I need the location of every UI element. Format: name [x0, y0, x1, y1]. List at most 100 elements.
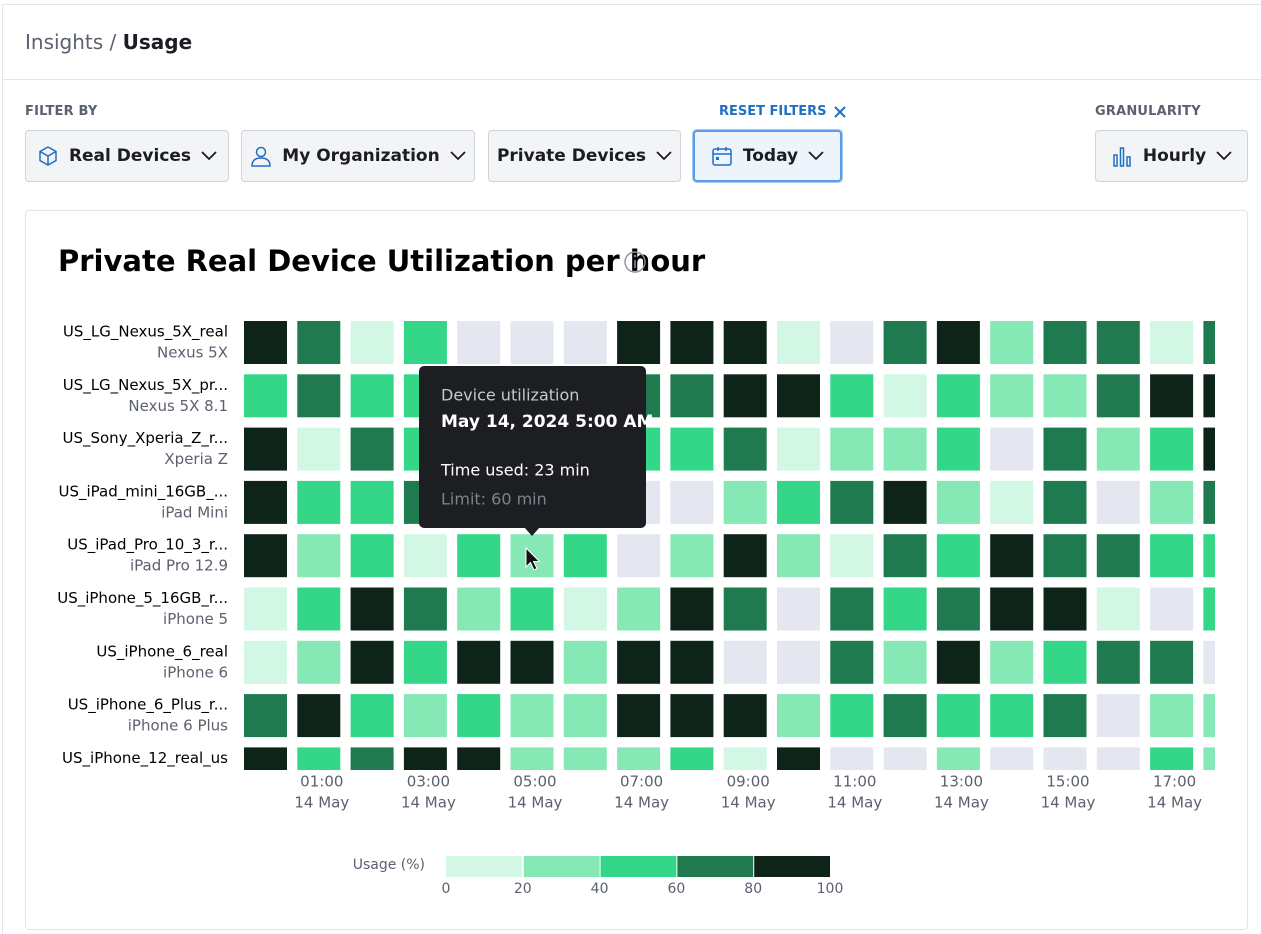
- heat-cell: [617, 640, 661, 684]
- heat-cell: [350, 534, 394, 578]
- heat-cell: [723, 534, 767, 578]
- empty-cell: [777, 640, 820, 684]
- chevron: [1216, 151, 1232, 161]
- heat-cell: [563, 694, 607, 738]
- heat-cell: [1096, 374, 1140, 418]
- chevron: [201, 151, 217, 161]
- tooltip-date: May 14, 2024 5:00 AM: [441, 412, 653, 432]
- heat-cell: [457, 587, 501, 631]
- dropdown-text[interactable]: Hourly: [1142, 146, 1207, 166]
- heat-cell: [297, 747, 341, 770]
- reset-filters[interactable]: RESET FILTERS: [719, 104, 847, 119]
- dropdown-text[interactable]: Real Devices: [68, 146, 192, 166]
- heat-cell: [990, 374, 1034, 418]
- heat-cell: [830, 374, 874, 418]
- dropdown-text[interactable]: Today: [742, 146, 799, 166]
- heat-cell: [1043, 694, 1087, 738]
- heat-cell: [777, 534, 820, 578]
- heat-cell: [830, 534, 874, 578]
- info-icon[interactable]: [624, 251, 646, 273]
- heat-cell: [1043, 427, 1087, 471]
- heat-cell: [1043, 534, 1087, 578]
- heat-cell: [830, 427, 874, 471]
- heat-cell: [297, 694, 341, 738]
- heat-cell: [1150, 747, 1194, 770]
- row-model: iPhone 6: [163, 663, 228, 681]
- heat-cell: [883, 321, 927, 364]
- legend-tick: 0: [442, 881, 451, 897]
- heat-cell: [936, 747, 980, 770]
- legend-tick: 20: [514, 881, 532, 897]
- x-tick-label: 13:00: [940, 773, 983, 791]
- heat-cell: [1150, 321, 1194, 364]
- heat-cell: [1150, 694, 1194, 738]
- dropdown[interactable]: Private Devices: [488, 130, 681, 182]
- heat-cell: [1150, 534, 1194, 578]
- legend-swatch: [754, 856, 830, 877]
- row-model: Nexus 5X 8.1: [128, 397, 228, 415]
- heat-cell: [1043, 640, 1087, 684]
- heat-cell: [777, 747, 820, 770]
- row-name: US_iPad_Pro_10_3_r...: [67, 536, 228, 555]
- dropdown[interactable]: My Organization: [241, 130, 475, 182]
- heat-cell: [403, 321, 447, 364]
- breadcrumb: Insights / Usage: [25, 30, 192, 54]
- x-tick-label: 03:00: [407, 773, 450, 791]
- heat-cell: [403, 694, 447, 738]
- heat-cell: [510, 694, 554, 738]
- heat-cell: [936, 321, 980, 364]
- heat-cell: [563, 587, 607, 631]
- x-tick-sublabel: 14 May: [827, 794, 882, 812]
- empty-cell: [1096, 747, 1140, 770]
- heat-cell: [1203, 747, 1215, 770]
- heat-cell: [297, 640, 341, 684]
- heat-cell: [723, 321, 767, 364]
- heat-cell: [670, 587, 714, 631]
- empty-cell: [830, 321, 874, 364]
- row-model: Nexus 5X: [157, 344, 228, 362]
- dropdown[interactable]: Hourly: [1095, 130, 1248, 182]
- heat-cell: [723, 747, 767, 770]
- dropdown-text[interactable]: My Organization: [282, 146, 440, 166]
- heat-cell: [297, 587, 341, 631]
- reset-text[interactable]: RESET FILTERS: [719, 104, 827, 119]
- person-icon: [251, 146, 272, 167]
- heat-cell: [723, 427, 767, 471]
- x-tick-label: 09:00: [727, 773, 770, 791]
- legend-title: Usage (%): [353, 857, 425, 873]
- x-tick-label: 01:00: [300, 773, 343, 791]
- heat-cell: [297, 480, 341, 524]
- heat-cell: [350, 321, 394, 364]
- heat-cell: [990, 321, 1034, 364]
- empty-cell: [1043, 747, 1087, 770]
- x-tick-label: 11:00: [833, 773, 876, 791]
- heat-cell: [350, 480, 394, 524]
- heat-cell: [244, 480, 287, 524]
- heat-cell: [457, 747, 501, 770]
- x-tick-sublabel: 14 May: [1147, 794, 1202, 812]
- heat-cell: [1096, 640, 1140, 684]
- legend-tick: 100: [817, 881, 844, 897]
- empty-cell: [457, 321, 501, 364]
- dropdown[interactable]: Real Devices: [25, 130, 229, 182]
- empty-cell: [777, 587, 820, 631]
- heat-cell: [1043, 321, 1087, 364]
- legend-swatch: [600, 856, 677, 877]
- heat-cell: [244, 587, 287, 631]
- empty-cell: [670, 480, 714, 524]
- dropdown[interactable]: Today: [693, 130, 842, 182]
- bars-icon: [1113, 147, 1131, 167]
- x-tick-label: 05:00: [513, 773, 556, 791]
- heat-cell: [403, 640, 447, 684]
- x-tick-sublabel: 14 May: [614, 794, 669, 812]
- row-name: US_iPad_mini_16GB_...: [58, 482, 228, 501]
- heat-cell: [1203, 374, 1215, 418]
- breadcrumb-parent[interactable]: Insights: [25, 30, 104, 54]
- heat-cell: [723, 374, 767, 418]
- heat-cell: [883, 694, 927, 738]
- tooltip-limit: Limit: 60 min: [441, 490, 547, 509]
- heat-cell: [883, 534, 927, 578]
- heat-cell: [244, 321, 287, 364]
- dropdown-text[interactable]: Private Devices: [496, 146, 647, 166]
